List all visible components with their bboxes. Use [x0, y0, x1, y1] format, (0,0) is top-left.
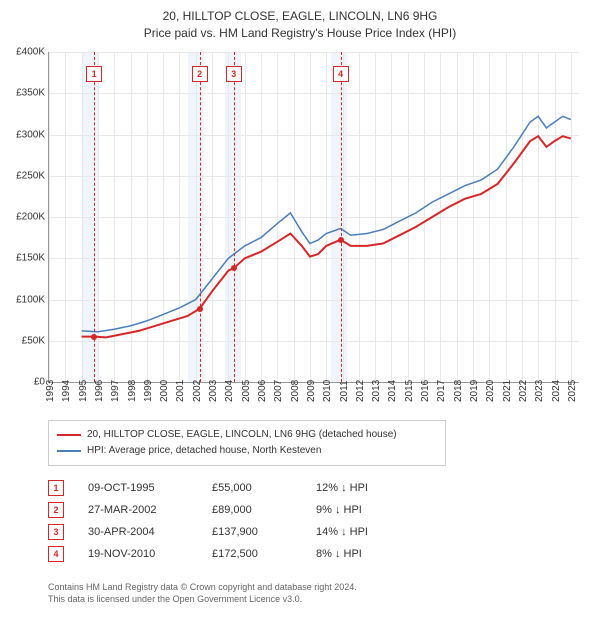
- x-tick-label: 2004: [224, 380, 235, 402]
- transaction-diff: 9% ↓ HPI: [316, 504, 406, 516]
- transaction-date: 27-MAR-2002: [88, 504, 188, 516]
- x-tick-label: 1994: [61, 380, 72, 402]
- transaction-marker-small: 3: [48, 524, 64, 540]
- y-tick-label: £400K: [16, 47, 49, 58]
- x-tick-label: 2013: [371, 380, 382, 402]
- y-tick-label: £150K: [16, 253, 49, 264]
- legend-swatch: [57, 450, 81, 452]
- legend-item: 20, HILLTOP CLOSE, EAGLE, LINCOLN, LN6 9…: [57, 427, 437, 443]
- transaction-marker: 3: [226, 66, 242, 82]
- x-tick-label: 2014: [387, 380, 398, 402]
- series-hpi: [82, 116, 571, 331]
- legend-label: HPI: Average price, detached house, Nort…: [87, 443, 321, 459]
- x-tick-label: 2019: [469, 380, 480, 402]
- chart-title: 20, HILLTOP CLOSE, EAGLE, LINCOLN, LN6 9…: [0, 0, 600, 42]
- series-dot: [231, 265, 237, 271]
- x-tick-label: 2010: [322, 380, 333, 402]
- legend-label: 20, HILLTOP CLOSE, EAGLE, LINCOLN, LN6 9…: [87, 427, 397, 443]
- x-tick-label: 2000: [159, 380, 170, 402]
- transaction-vline: [200, 52, 201, 382]
- transaction-row: 1 09-OCT-1995 £55,000 12% ↓ HPI: [48, 480, 406, 496]
- transaction-marker: 2: [192, 66, 208, 82]
- chart-plot-area: £0£50K£100K£150K£200K£250K£300K£350K£400…: [48, 52, 579, 383]
- legend-item: HPI: Average price, detached house, Nort…: [57, 443, 437, 459]
- title-line2: Price paid vs. HM Land Registry's House …: [0, 25, 600, 42]
- x-tick-label: 1993: [45, 380, 56, 402]
- transaction-diff: 12% ↓ HPI: [316, 482, 406, 494]
- x-tick-label: 2001: [175, 380, 186, 402]
- transaction-price: £55,000: [212, 482, 292, 494]
- x-tick-label: 2003: [208, 380, 219, 402]
- x-tick-label: 2024: [551, 380, 562, 402]
- transaction-marker-small: 4: [48, 546, 64, 562]
- footer-line1: Contains HM Land Registry data © Crown c…: [48, 582, 357, 594]
- x-tick-label: 2023: [534, 380, 545, 402]
- x-tick-label: 2008: [290, 380, 301, 402]
- x-tick-label: 2011: [339, 380, 350, 402]
- y-tick-label: £200K: [16, 212, 49, 223]
- x-tick-label: 2016: [420, 380, 431, 402]
- x-tick-label: 2015: [404, 380, 415, 402]
- transaction-row: 4 19-NOV-2010 £172,500 8% ↓ HPI: [48, 546, 406, 562]
- title-line1: 20, HILLTOP CLOSE, EAGLE, LINCOLN, LN6 9…: [0, 8, 600, 25]
- x-tick-label: 1997: [110, 380, 121, 402]
- x-tick-label: 2007: [273, 380, 284, 402]
- y-tick-label: £50K: [22, 335, 49, 346]
- transaction-row: 2 27-MAR-2002 £89,000 9% ↓ HPI: [48, 502, 406, 518]
- series-dot: [197, 306, 203, 312]
- transactions-table: 1 09-OCT-1995 £55,000 12% ↓ HPI 2 27-MAR-2002…: [48, 480, 406, 568]
- series-dot: [91, 334, 97, 340]
- transaction-marker: 1: [86, 66, 102, 82]
- y-tick-label: £100K: [16, 294, 49, 305]
- line-series-svg: [49, 52, 579, 382]
- x-tick-label: 2009: [306, 380, 317, 402]
- transaction-diff: 8% ↓ HPI: [316, 548, 406, 560]
- transaction-vline: [341, 52, 342, 382]
- x-tick-label: 2017: [436, 380, 447, 402]
- transaction-marker: 4: [333, 66, 349, 82]
- legend: 20, HILLTOP CLOSE, EAGLE, LINCOLN, LN6 9…: [48, 420, 446, 466]
- transaction-vline: [94, 52, 95, 382]
- transaction-marker-small: 1: [48, 480, 64, 496]
- transaction-row: 3 30-APR-2004 £137,900 14% ↓ HPI: [48, 524, 406, 540]
- x-tick-label: 2021: [502, 380, 513, 402]
- x-tick-label: 2025: [567, 380, 578, 402]
- transaction-date: 30-APR-2004: [88, 526, 188, 538]
- series-dot: [338, 237, 344, 243]
- x-tick-label: 2002: [192, 380, 203, 402]
- x-tick-label: 2022: [518, 380, 529, 402]
- footer-attribution: Contains HM Land Registry data © Crown c…: [48, 582, 357, 605]
- y-tick-label: £300K: [16, 129, 49, 140]
- transaction-date: 19-NOV-2010: [88, 548, 188, 560]
- x-tick-label: 1998: [127, 380, 138, 402]
- transaction-marker-small: 2: [48, 502, 64, 518]
- transaction-vline: [234, 52, 235, 382]
- series-price_paid: [82, 136, 571, 337]
- x-tick-label: 2006: [257, 380, 268, 402]
- transaction-price: £89,000: [212, 504, 292, 516]
- x-tick-label: 2018: [453, 380, 464, 402]
- footer-line2: This data is licensed under the Open Gov…: [48, 594, 357, 606]
- transaction-price: £172,500: [212, 548, 292, 560]
- y-tick-label: £250K: [16, 170, 49, 181]
- transaction-diff: 14% ↓ HPI: [316, 526, 406, 538]
- legend-swatch: [57, 434, 81, 436]
- x-tick-label: 1995: [78, 380, 89, 402]
- x-tick-label: 1996: [94, 380, 105, 402]
- x-tick-label: 2020: [485, 380, 496, 402]
- y-tick-label: £350K: [16, 88, 49, 99]
- transaction-price: £137,900: [212, 526, 292, 538]
- x-tick-label: 2005: [241, 380, 252, 402]
- x-tick-label: 2012: [355, 380, 366, 402]
- x-tick-label: 1999: [143, 380, 154, 402]
- transaction-date: 09-OCT-1995: [88, 482, 188, 494]
